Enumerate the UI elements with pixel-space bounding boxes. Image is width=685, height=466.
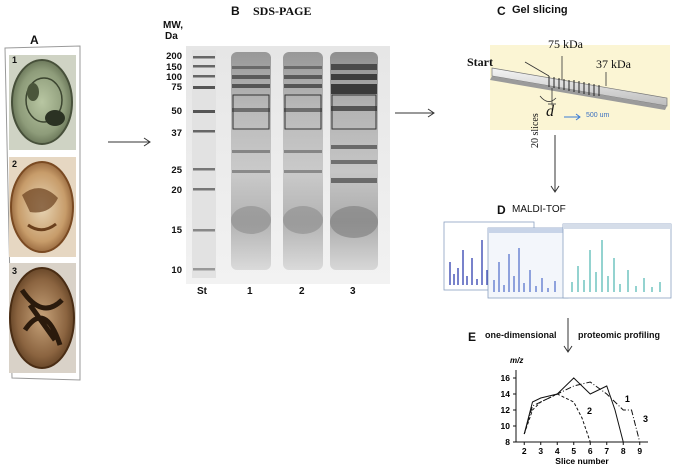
panel-a-letter: A xyxy=(30,33,39,47)
y-tick-label: 16 xyxy=(501,373,511,383)
mw-tick-20: 20 xyxy=(171,185,182,196)
lane-label-st: St xyxy=(197,286,207,297)
x-tick-label: 8 xyxy=(621,446,626,456)
mw-tick-75: 75 xyxy=(171,82,182,93)
excision-box-lane-1 xyxy=(232,94,270,130)
panel-b-letter: B xyxy=(231,4,240,18)
panel-c-letter: C xyxy=(497,4,506,18)
mw-tick-15: 15 xyxy=(171,225,182,236)
arrow-d-to-e xyxy=(563,318,573,353)
mw-tick-25: 25 xyxy=(171,165,182,176)
y-tick-label: 8 xyxy=(505,437,510,447)
sample-lane-2 xyxy=(283,52,323,270)
panel-b-title: SDS-PAGE xyxy=(253,4,312,18)
panel-d-title: MALDI-TOF xyxy=(512,204,566,215)
series-line-3 xyxy=(523,381,641,443)
panel-e-letter: E xyxy=(468,330,477,344)
mw-tick-200: 200 xyxy=(166,51,182,62)
excision-box-lane-2 xyxy=(284,94,322,130)
cell-image-3-label: 3 xyxy=(12,266,18,276)
arrow-b-to-c xyxy=(395,108,435,118)
x-tick-label: 3 xyxy=(538,446,543,456)
panel-a xyxy=(4,45,81,381)
spectrum-window-2 xyxy=(487,227,569,299)
scale-label: 500 um xyxy=(586,112,610,119)
cell-image-1-label: 1 xyxy=(12,55,18,65)
panel-e-label-right: proteomic profiling xyxy=(578,330,660,340)
cell-image-1-shape xyxy=(11,59,73,145)
x-tick-label: 5 xyxy=(571,446,576,456)
start-label: Start xyxy=(467,55,493,69)
lane-label-2: 2 xyxy=(299,286,305,297)
mw-label-line2: Da xyxy=(165,31,178,42)
x-tick-label: 6 xyxy=(588,446,593,456)
mw-tick-100: 100 xyxy=(166,72,182,83)
arrow-c-to-d xyxy=(550,135,560,193)
slice-lines xyxy=(548,76,600,96)
arrow-a-to-b xyxy=(108,137,151,147)
mw-tick-50: 50 xyxy=(171,106,182,117)
panel-d-spectra xyxy=(443,221,672,299)
y-tick-label: 14 xyxy=(501,389,511,399)
series-label-3: 3 xyxy=(643,414,648,424)
mw-tick-150: 150 xyxy=(166,62,182,73)
kda-37-label: 37 kDa xyxy=(596,57,631,71)
lane-label-1: 1 xyxy=(247,286,253,297)
ladder-lane xyxy=(192,50,216,278)
panel-c-gel-strip xyxy=(490,45,670,130)
y-axis-label: m/z xyxy=(510,356,523,365)
panel-b-gel xyxy=(186,46,390,284)
series-label-1: 1 xyxy=(625,394,630,404)
cell-image-2-label: 2 xyxy=(12,159,18,169)
mw-label-line1: MW, xyxy=(163,20,183,31)
y-tick-label: 10 xyxy=(501,421,511,431)
excision-box-lane-3 xyxy=(331,94,377,130)
x-tick-label: 9 xyxy=(637,446,642,456)
mw-tick-10: 10 xyxy=(171,265,182,276)
sample-lane-3 xyxy=(330,52,378,270)
spectrum-window-3 xyxy=(562,223,672,299)
lane-label-3: 3 xyxy=(350,286,356,297)
series-line-1 xyxy=(523,377,624,443)
d-label: d xyxy=(546,103,554,120)
kda-75-label: 75 kDa xyxy=(548,37,583,51)
mw-tick-37: 37 xyxy=(171,128,182,139)
y-tick-label: 12 xyxy=(501,405,511,415)
x-tick-label: 7 xyxy=(604,446,609,456)
x-axis-label: Slice number xyxy=(555,456,609,466)
panel-c-title: Gel slicing xyxy=(512,4,568,16)
series-label-2: 2 xyxy=(587,406,592,416)
slices-label: 20 slices xyxy=(530,113,541,148)
panel-e-label-left: one-dimensional xyxy=(485,330,557,340)
x-tick-label: 2 xyxy=(522,446,527,456)
sample-lane-1 xyxy=(231,52,271,270)
x-tick-label: 4 xyxy=(555,446,560,456)
panel-d-letter: D xyxy=(497,203,506,217)
